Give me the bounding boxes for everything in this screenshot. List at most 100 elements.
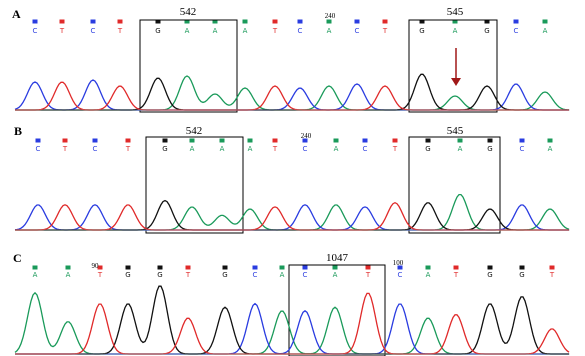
base-call: T	[97, 271, 103, 279]
base-marker	[454, 266, 459, 270]
base-call: A	[66, 271, 71, 279]
base-call: C	[398, 271, 403, 279]
trace	[15, 205, 569, 230]
base-call: G	[162, 145, 167, 153]
base-call: G	[487, 271, 492, 279]
base-marker	[243, 20, 248, 24]
base-marker	[66, 266, 71, 270]
base-marker	[186, 266, 191, 270]
base-marker	[303, 266, 308, 270]
base-marker	[93, 139, 98, 143]
base-call: A	[243, 27, 248, 35]
base-call: A	[280, 271, 285, 279]
box-position: 545	[447, 125, 464, 137]
base-marker	[488, 139, 493, 143]
base-marker	[426, 266, 431, 270]
base-marker	[126, 266, 131, 270]
base-call: C	[303, 145, 308, 153]
base-call: T	[117, 27, 123, 35]
base-marker	[33, 266, 38, 270]
base-call: T	[185, 271, 191, 279]
base-call: G	[425, 145, 430, 153]
base-call: T	[382, 27, 388, 35]
base-marker	[363, 139, 368, 143]
base-marker	[458, 139, 463, 143]
base-marker	[273, 20, 278, 24]
base-call: G	[155, 27, 160, 35]
base-call: A	[426, 271, 431, 279]
base-marker	[118, 20, 123, 24]
base-marker	[63, 139, 68, 143]
base-marker	[158, 266, 163, 270]
base-call: A	[458, 145, 463, 153]
base-call: T	[549, 271, 555, 279]
base-marker	[91, 20, 96, 24]
position-number: 90	[92, 262, 100, 270]
base-call: T	[365, 271, 371, 279]
base-marker	[383, 20, 388, 24]
position-number: 240	[301, 132, 312, 140]
base-marker	[333, 266, 338, 270]
trace	[15, 201, 569, 230]
base-marker	[520, 139, 525, 143]
position-number: 240	[325, 12, 336, 20]
highlight-box	[146, 137, 243, 233]
base-call: G	[519, 271, 524, 279]
base-call: G	[157, 271, 162, 279]
base-marker	[514, 20, 519, 24]
base-marker	[393, 139, 398, 143]
base-marker	[550, 266, 555, 270]
base-marker	[355, 20, 360, 24]
mutation-arrowhead	[451, 78, 461, 86]
base-call: A	[548, 145, 553, 153]
base-marker	[273, 139, 278, 143]
base-call: A	[33, 271, 38, 279]
base-marker	[327, 20, 332, 24]
base-marker	[334, 139, 339, 143]
base-call: G	[125, 271, 130, 279]
base-marker	[280, 266, 285, 270]
position-number: 100	[393, 259, 404, 267]
base-call: C	[355, 27, 360, 35]
base-call: C	[514, 27, 519, 35]
base-call: A	[327, 27, 332, 35]
chromatogram-figure: A C T C T G A A A T C A C T G A G C A 542 545 240 B C T C T G A A A T C A…	[0, 0, 585, 356]
base-call: C	[253, 271, 258, 279]
base-marker	[426, 139, 431, 143]
panel-label: C	[13, 251, 22, 265]
base-call: T	[272, 27, 278, 35]
base-marker	[190, 139, 195, 143]
base-marker	[36, 139, 41, 143]
base-call: C	[363, 145, 368, 153]
base-marker	[520, 266, 525, 270]
base-call: T	[392, 145, 398, 153]
base-call: C	[91, 27, 96, 35]
base-call: T	[272, 145, 278, 153]
base-call: A	[185, 27, 190, 35]
base-marker	[248, 139, 253, 143]
base-call: G	[487, 145, 492, 153]
base-call: G	[222, 271, 227, 279]
base-call: A	[248, 145, 253, 153]
base-call: T	[62, 145, 68, 153]
box-position: 545	[447, 6, 464, 18]
base-call: A	[453, 27, 458, 35]
base-marker	[223, 266, 228, 270]
base-call: A	[333, 271, 338, 279]
base-marker	[220, 139, 225, 143]
base-call: T	[59, 27, 65, 35]
box-position: 542	[180, 6, 197, 18]
panel-label: B	[14, 124, 22, 138]
base-marker	[33, 20, 38, 24]
base-call: C	[298, 27, 303, 35]
box-position: 542	[186, 125, 203, 137]
box-position: 1047	[326, 252, 349, 264]
base-call: A	[213, 27, 218, 35]
base-call: C	[93, 145, 98, 153]
trace	[15, 74, 569, 110]
base-marker	[548, 139, 553, 143]
base-marker	[60, 20, 65, 24]
base-marker	[488, 266, 493, 270]
base-call: T	[125, 145, 131, 153]
trace	[15, 76, 569, 110]
